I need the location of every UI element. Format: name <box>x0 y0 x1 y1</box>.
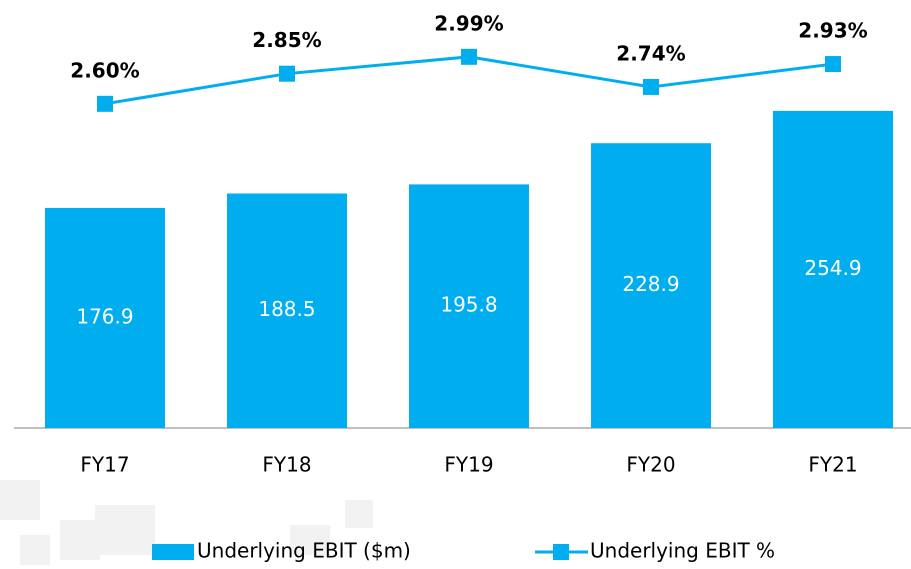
bar <box>227 193 347 428</box>
value-label: 176.9 <box>76 304 133 328</box>
background-decoration <box>0 480 373 565</box>
bar <box>773 110 893 428</box>
value-label: 2.85% <box>252 28 321 52</box>
value-label: 2.99% <box>434 11 503 35</box>
value-label: 228.9 <box>622 272 679 296</box>
bar <box>409 184 529 428</box>
value-label: 254.9 <box>804 256 861 280</box>
bar <box>45 207 165 428</box>
x-tick-label: FY20 <box>626 453 675 477</box>
marker <box>97 95 113 112</box>
value-label: 2.60% <box>70 58 139 82</box>
legend-marker <box>553 544 569 560</box>
x-tick-label: FY19 <box>444 453 493 477</box>
legend-label: Underlying EBIT % <box>590 539 775 563</box>
x-tick-label: FY17 <box>80 453 129 477</box>
bar <box>591 143 711 428</box>
legend-swatch <box>152 544 194 560</box>
value-label: 2.74% <box>616 41 685 65</box>
x-tick-label: FY18 <box>262 453 311 477</box>
marker <box>825 56 841 73</box>
value-label: 195.8 <box>440 293 497 317</box>
marker <box>643 78 659 95</box>
x-tick-label: FY21 <box>808 453 857 477</box>
marker <box>279 65 295 82</box>
value-label: 2.93% <box>798 19 867 43</box>
value-label: 188.5 <box>258 297 315 321</box>
marker <box>461 48 477 65</box>
legend-label: Underlying EBIT ($m) <box>197 539 411 563</box>
